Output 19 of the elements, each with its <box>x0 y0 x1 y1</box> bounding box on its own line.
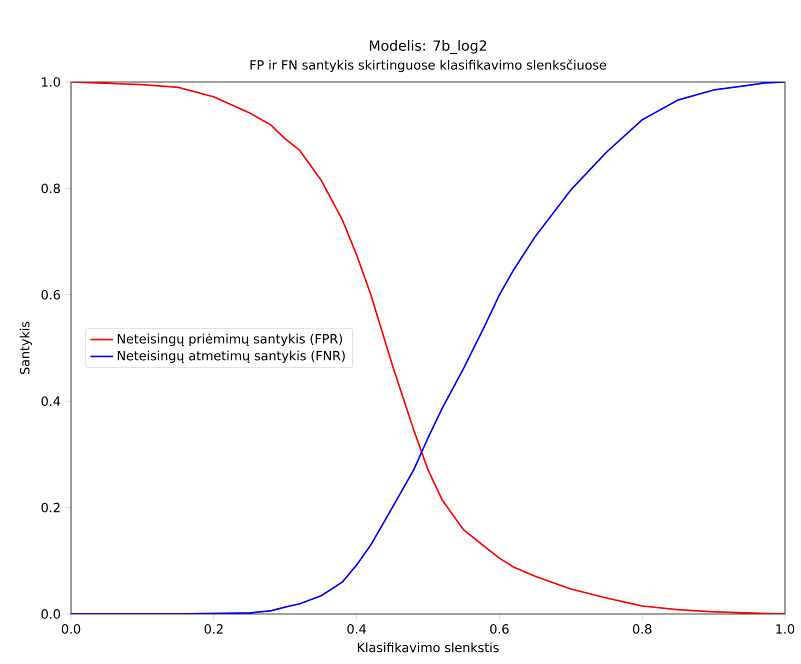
chart-title: Modelis: 7b_log2 <box>370 40 486 54</box>
line-series <box>71 82 785 614</box>
x-tick-label: 1.0 <box>776 624 794 634</box>
legend-label: Neteisingų atmetimų santykis (FNR) <box>118 350 345 363</box>
x-tick-label: 0.2 <box>204 624 223 634</box>
x-tick-label: 0.0 <box>62 624 80 634</box>
x-axis-title: Klasifikavimo slenkstis <box>358 642 499 652</box>
y-tick-label: 0.0 <box>42 609 60 619</box>
y-tick-label: 0.6 <box>42 290 60 300</box>
y-tick-label: 0.8 <box>42 184 60 194</box>
y-tick-label: 0.2 <box>42 502 60 512</box>
chart-subtitle: FP ir FN santykis skirtinguose klasifikavimo slenksčiuose <box>250 59 606 72</box>
x-tick-label: 0.6 <box>490 624 509 634</box>
y-tick-label: 0.4 <box>42 396 60 406</box>
x-tick-label: 0.8 <box>632 624 652 634</box>
y-axis-title: Santykis <box>20 322 32 374</box>
y-tick-label: 1.0 <box>42 77 60 87</box>
x-tick-label: 0.4 <box>347 624 366 634</box>
legend-label: Neteisingų priėmimų santykis (FPR) <box>118 334 342 346</box>
